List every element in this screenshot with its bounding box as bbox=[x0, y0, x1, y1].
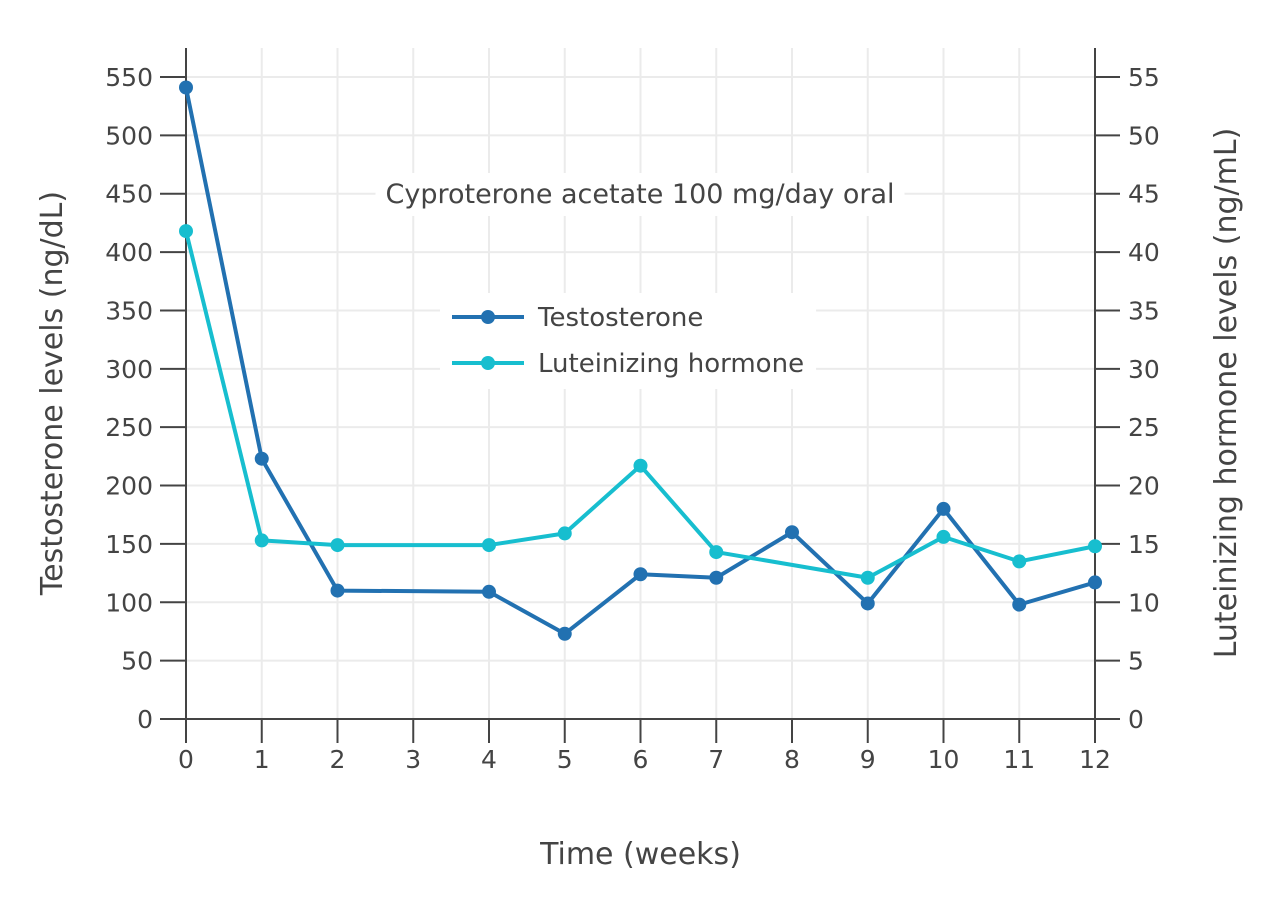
series-testosterone bbox=[179, 80, 1102, 641]
y-tick-label: 400 bbox=[105, 238, 153, 267]
x-tick-label: 5 bbox=[557, 745, 573, 774]
y-tick-label: 550 bbox=[105, 63, 153, 92]
annotation-background bbox=[375, 173, 905, 216]
data-point bbox=[330, 538, 345, 553]
data-point bbox=[482, 584, 496, 599]
data-point bbox=[936, 501, 951, 516]
y2-tick-label: 0 bbox=[1128, 705, 1144, 734]
legend-marker bbox=[481, 310, 495, 324]
y2-tick-label: 55 bbox=[1128, 63, 1160, 92]
y-tick-label: 200 bbox=[105, 472, 153, 501]
legend[interactable]: Testosterone Luteinizing hormone bbox=[440, 293, 817, 389]
y-tick-label: 250 bbox=[105, 413, 153, 442]
series-line bbox=[184, 87, 1096, 636]
y2-axis-title: Luteinizing hormone levels (ng/mL) bbox=[1209, 128, 1244, 659]
legend-item[interactable]: Testosterone bbox=[452, 303, 703, 333]
series-luteinizing-hormone bbox=[179, 224, 1102, 585]
y2-tick-label: 50 bbox=[1128, 121, 1160, 150]
data-point bbox=[179, 224, 193, 239]
data-point bbox=[936, 529, 951, 544]
y-tick-label: 0 bbox=[137, 705, 153, 734]
y-tick-label: 50 bbox=[121, 647, 153, 676]
x-tick-label: 7 bbox=[708, 745, 724, 774]
x-tick-label: 4 bbox=[481, 745, 497, 774]
y2-tick-label: 35 bbox=[1128, 296, 1160, 325]
y2-tick-label: 45 bbox=[1128, 180, 1160, 209]
y-tick-label: 300 bbox=[105, 355, 153, 384]
annotation-text: Cyproterone acetate 100 mg/day oral bbox=[385, 179, 894, 210]
x-tick-label: 8 bbox=[784, 745, 800, 774]
y2-tick-label: 25 bbox=[1128, 413, 1160, 442]
data-point bbox=[633, 567, 648, 582]
x-tick-label: 1 bbox=[254, 745, 270, 774]
y2-tick-label: 30 bbox=[1128, 355, 1160, 384]
x-tick-label: 6 bbox=[633, 745, 649, 774]
axes bbox=[160, 48, 1120, 743]
data-point bbox=[1012, 554, 1027, 569]
data-point bbox=[482, 538, 496, 553]
data-point bbox=[709, 545, 724, 560]
data-point bbox=[330, 583, 345, 598]
legend-marker bbox=[481, 356, 495, 370]
y-tick-label: 450 bbox=[105, 180, 153, 209]
x-tick-label: 11 bbox=[1003, 745, 1035, 774]
y-tick-label: 500 bbox=[105, 121, 153, 150]
x-tick-label: 10 bbox=[928, 745, 960, 774]
y-tick-label: 150 bbox=[105, 530, 153, 559]
y2-tick-label: 5 bbox=[1128, 647, 1144, 676]
legend-background bbox=[440, 293, 817, 389]
data-point bbox=[633, 458, 648, 473]
series bbox=[179, 80, 1102, 641]
y2-tick-label: 10 bbox=[1128, 588, 1160, 617]
data-point bbox=[1088, 575, 1102, 590]
data-point bbox=[860, 570, 875, 585]
y-tick-label: 100 bbox=[105, 588, 153, 617]
data-point bbox=[1012, 597, 1027, 612]
data-point bbox=[860, 596, 875, 611]
y2-tick-label: 40 bbox=[1128, 238, 1160, 267]
data-point bbox=[254, 451, 269, 466]
tick-labels: 0501001502002503003504004505005500510152… bbox=[105, 63, 1160, 774]
x-tick-label: 12 bbox=[1079, 745, 1111, 774]
y-axis-title: Testosterone levels (ng/dL) bbox=[35, 191, 70, 596]
data-point bbox=[709, 570, 724, 585]
data-point bbox=[254, 533, 269, 548]
data-point bbox=[179, 80, 193, 95]
legend-label: Luteinizing hormone bbox=[538, 349, 804, 379]
x-axis-title: Time (weeks) bbox=[539, 837, 741, 872]
chart-annotation: Cyproterone acetate 100 mg/day oral bbox=[375, 173, 905, 216]
data-point bbox=[1088, 539, 1102, 554]
legend-label: Testosterone bbox=[537, 303, 703, 333]
data-point bbox=[557, 626, 572, 641]
legend-item[interactable]: Luteinizing hormone bbox=[452, 349, 804, 379]
y2-tick-label: 20 bbox=[1128, 472, 1160, 501]
y2-tick-label: 15 bbox=[1128, 530, 1160, 559]
x-tick-label: 0 bbox=[178, 745, 194, 774]
x-tick-label: 3 bbox=[405, 745, 421, 774]
data-point bbox=[785, 525, 799, 540]
y-tick-label: 350 bbox=[105, 296, 153, 325]
x-tick-label: 9 bbox=[860, 745, 876, 774]
data-point bbox=[557, 526, 572, 541]
x-tick-label: 2 bbox=[330, 745, 346, 774]
